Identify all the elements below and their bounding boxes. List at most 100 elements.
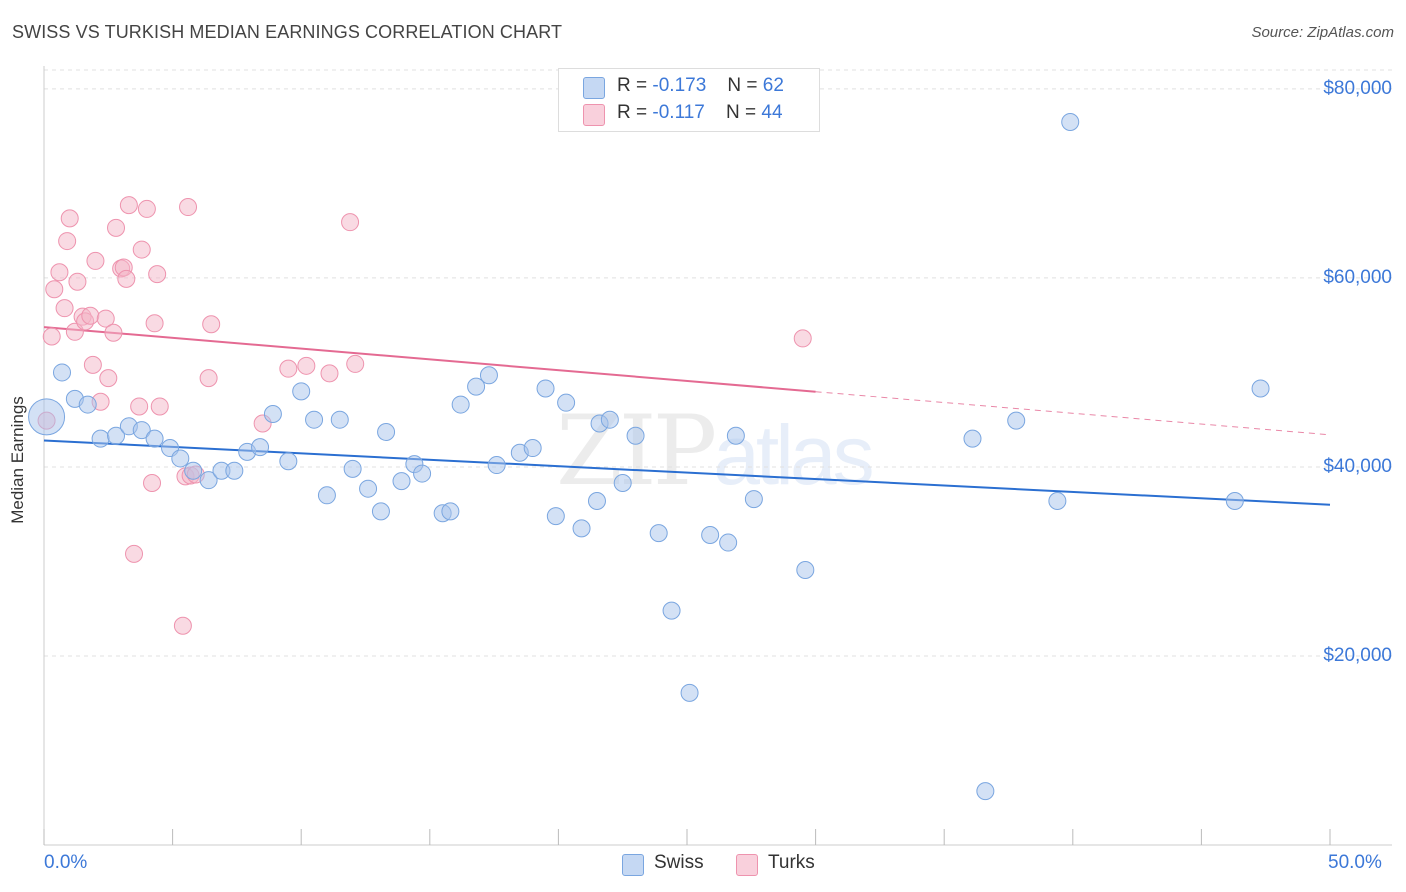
legend-n-label-turks: N = xyxy=(725,102,757,123)
data-point-turks xyxy=(99,369,118,388)
data-point-turks xyxy=(83,355,102,374)
data-point-turks xyxy=(148,265,167,284)
data-point-turks xyxy=(145,314,164,333)
data-point-turks xyxy=(199,369,218,388)
data-point-swiss xyxy=(441,502,460,521)
data-point-swiss xyxy=(719,533,738,552)
data-point-swiss xyxy=(649,524,668,543)
data-point-turks xyxy=(341,213,360,232)
data-point-swiss xyxy=(1225,491,1244,510)
data-point-swiss xyxy=(613,474,632,493)
data-point-turks xyxy=(130,397,149,416)
data-point-swiss xyxy=(184,461,203,480)
data-point-swiss xyxy=(392,472,411,491)
legend-r-value-turks: -0.117 xyxy=(652,102,705,123)
data-point-swiss xyxy=(305,410,324,429)
legend-n-label-swiss: N = xyxy=(727,75,758,96)
data-point-turks xyxy=(346,354,365,373)
trend-line-turks xyxy=(43,326,816,393)
watermark: ZIPatlas xyxy=(556,395,875,507)
legend-text-swiss: R = -0.173 N = 62 xyxy=(617,75,784,97)
data-point-swiss xyxy=(317,486,336,505)
data-point-swiss xyxy=(330,410,349,429)
data-point-swiss xyxy=(251,438,270,457)
bottom-legend-swatch-turks xyxy=(736,854,758,876)
data-point-swiss xyxy=(701,526,720,544)
x-tick-label-min: 0.0% xyxy=(44,852,88,873)
data-point-turks xyxy=(137,199,156,218)
source-label: Source: ZipAtlas.com xyxy=(1251,24,1394,41)
data-point-swiss xyxy=(680,683,699,702)
data-point-turks xyxy=(96,309,115,328)
data-point-turks xyxy=(107,218,126,237)
data-point-turks xyxy=(68,272,87,291)
watermark-zip: ZIP xyxy=(556,395,717,507)
axes xyxy=(43,66,1392,846)
correlation-legend: R = -0.173 N = 62 R = -0.117 N = 44 xyxy=(558,68,820,132)
data-point-swiss xyxy=(199,471,218,490)
y-tick-label: $20,000 xyxy=(1323,644,1392,666)
data-point-swiss xyxy=(963,429,982,448)
data-point-swiss xyxy=(744,490,763,509)
bottom-legend-label-turks: Turks xyxy=(768,852,815,873)
data-point-turks xyxy=(81,306,100,325)
data-point-swiss xyxy=(171,449,190,468)
data-point-swiss xyxy=(279,452,298,471)
data-point-swiss xyxy=(467,377,486,396)
data-point-swiss xyxy=(1048,491,1067,510)
data-point-swiss xyxy=(107,426,126,445)
grid-lines xyxy=(44,69,1392,657)
watermark-atlas: atlas xyxy=(713,408,874,502)
data-point-turks xyxy=(202,315,221,334)
data-point-swiss xyxy=(626,426,645,445)
data-point-swiss xyxy=(145,429,164,448)
y-tick-label: $40,000 xyxy=(1323,455,1392,477)
data-point-swiss xyxy=(1061,112,1080,131)
legend-swatch-swiss xyxy=(583,77,605,99)
data-point-turks xyxy=(58,232,77,251)
bottom-legend-swatch-swiss xyxy=(622,854,644,876)
data-point-swiss xyxy=(451,395,470,414)
legend-text-turks: R = -0.117 N = 44 xyxy=(617,102,783,124)
data-point-turks xyxy=(60,209,79,228)
data-point-turks xyxy=(143,474,162,493)
data-point-swiss xyxy=(292,382,311,401)
data-point-swiss xyxy=(662,601,681,620)
data-point-turks xyxy=(132,240,151,259)
data-points xyxy=(28,112,1270,801)
data-point-swiss xyxy=(572,519,591,538)
data-point-swiss xyxy=(132,421,151,440)
data-point-swiss xyxy=(796,560,815,579)
legend-n-value-turks: 44 xyxy=(761,102,783,123)
data-point-turks xyxy=(55,299,74,318)
data-point-swiss xyxy=(976,782,995,801)
data-point-turks xyxy=(104,323,123,342)
data-point-turks xyxy=(279,359,298,378)
bottom-legend-label-swiss: Swiss xyxy=(654,852,704,873)
data-point-turks xyxy=(125,544,144,563)
legend-r-label-swiss: R = xyxy=(617,75,648,96)
x-tick-label-max: 50.0% xyxy=(1328,852,1382,873)
data-point-turks xyxy=(179,198,198,217)
data-point-swiss xyxy=(536,379,555,398)
data-point-swiss xyxy=(28,398,66,436)
data-point-swiss xyxy=(479,366,498,385)
legend-swatch-turks xyxy=(583,104,605,126)
data-point-turks xyxy=(297,356,316,375)
data-point-swiss xyxy=(53,363,72,382)
data-point-turks xyxy=(86,251,105,270)
legend-r-label-turks: R = xyxy=(617,102,648,123)
trend-line-extension-turks xyxy=(815,391,1331,436)
y-tick-label: $80,000 xyxy=(1323,77,1392,99)
data-point-swiss xyxy=(523,439,542,458)
data-point-swiss xyxy=(377,422,396,441)
data-point-turks xyxy=(45,280,64,299)
chart-title: SWISS VS TURKISH MEDIAN EARNINGS CORRELA… xyxy=(12,22,563,42)
data-point-swiss xyxy=(343,459,362,478)
data-point-turks xyxy=(150,397,169,416)
data-point-turks xyxy=(42,327,61,346)
data-point-swiss xyxy=(600,410,619,429)
data-point-turks xyxy=(793,329,812,348)
legend-r-value-swiss: -0.173 xyxy=(652,75,707,96)
